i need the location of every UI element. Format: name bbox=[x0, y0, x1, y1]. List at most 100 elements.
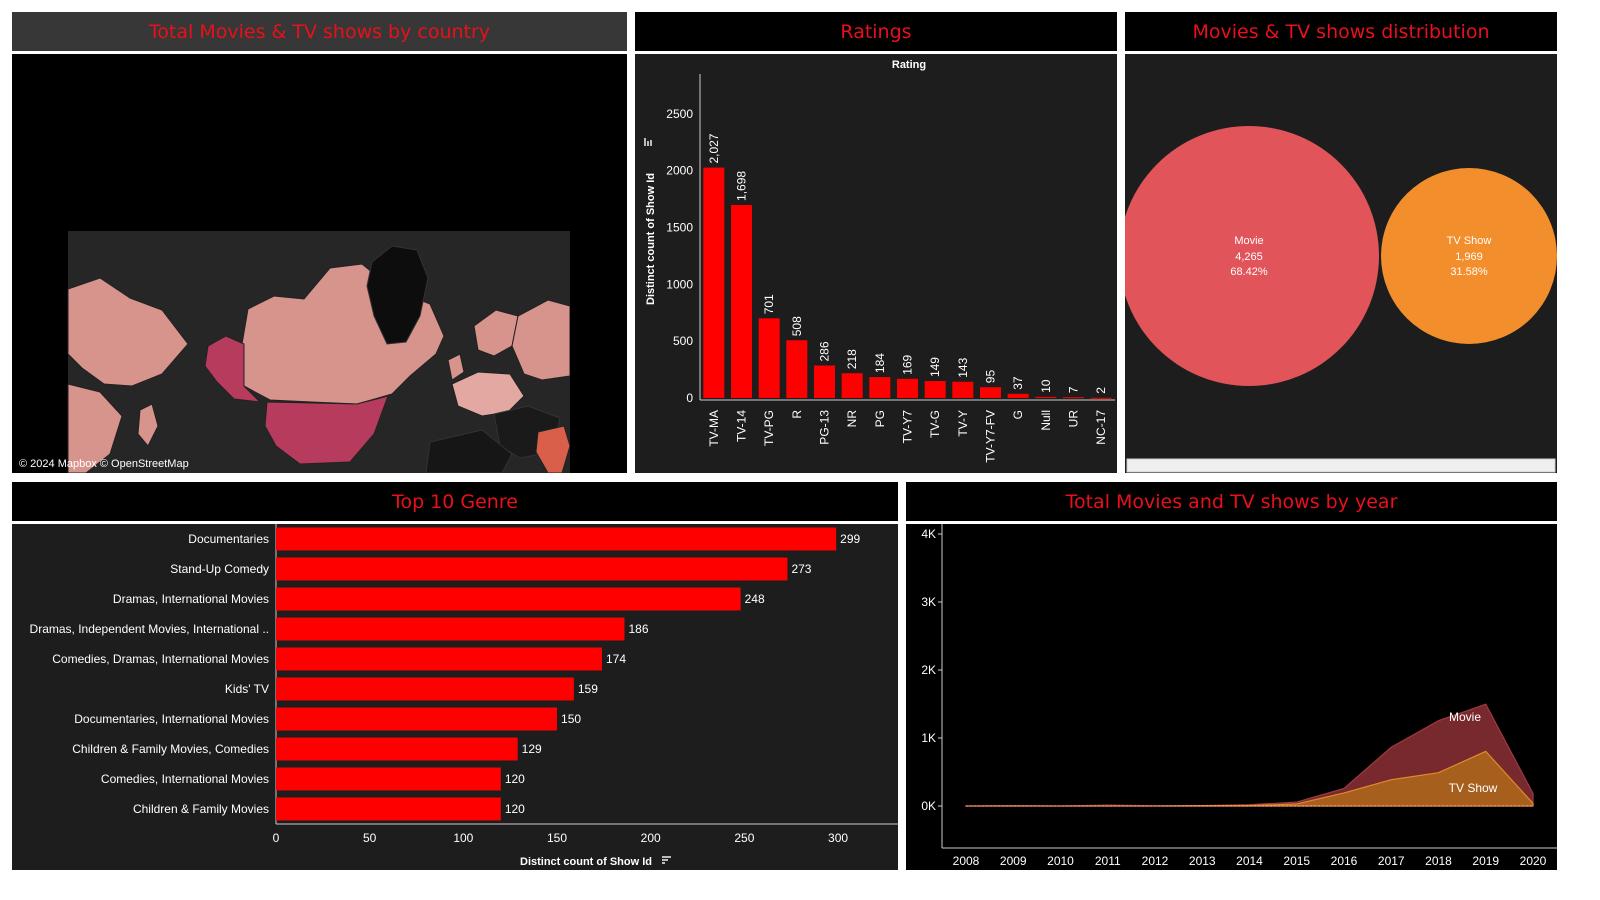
ratings-bar[interactable] bbox=[869, 377, 891, 398]
genre-chart[interactable]: Distinct count of Show Id Documentaries 2… bbox=[12, 524, 898, 870]
ratings-chart-toolbar-icon[interactable] bbox=[644, 138, 652, 146]
ratings-bar[interactable] bbox=[758, 318, 780, 398]
year-label-movie: Movie bbox=[1449, 710, 1481, 724]
genre-category-label: Children & Family Movies bbox=[133, 802, 269, 816]
ratings-bar[interactable] bbox=[897, 378, 918, 398]
ratings-category-label: TV-MA bbox=[707, 410, 721, 447]
bubble-tv-name: TV Show bbox=[1447, 235, 1492, 247]
year-area-tv-show[interactable] bbox=[965, 750, 1534, 807]
map-country-usa bbox=[264, 395, 389, 465]
year-chart[interactable]: 0K 1K 2K 3K 4K Movie TV Show 2008 2009 2010 2011 20… bbox=[906, 524, 1557, 870]
ratings-y-tick-label: 0 bbox=[686, 391, 693, 405]
ratings-category-label: TV-Y7-FV bbox=[984, 410, 998, 463]
year-x-tick-label: 2009 bbox=[1000, 854, 1027, 868]
genre-value-label: 186 bbox=[628, 622, 648, 636]
genre-bar[interactable] bbox=[276, 707, 558, 731]
genre-bar[interactable] bbox=[276, 647, 602, 671]
genre-value-label: 174 bbox=[606, 652, 626, 666]
ratings-value-label: 701 bbox=[762, 294, 776, 314]
ratings-category-label: TV-PG bbox=[762, 410, 776, 446]
map-country-russia-west bbox=[511, 299, 571, 381]
ratings-value-label: 508 bbox=[790, 316, 804, 336]
ratings-category-label: TV-14 bbox=[735, 410, 749, 442]
ratings-panel-title: Ratings bbox=[635, 12, 1117, 51]
map-attribution: © 2024 Mapbox © OpenStreetMap bbox=[19, 458, 189, 470]
genre-value-label: 273 bbox=[791, 562, 811, 576]
ratings-bar[interactable] bbox=[814, 365, 835, 398]
year-panel-title: Total Movies and TV shows by year bbox=[906, 482, 1557, 521]
genre-value-label: 299 bbox=[840, 532, 860, 546]
map-country-africa bbox=[425, 429, 513, 474]
ratings-category-label: R bbox=[790, 410, 804, 419]
ratings-value-label: 169 bbox=[901, 354, 915, 374]
ratings-bar[interactable] bbox=[1007, 393, 1029, 398]
bubble-movie-percent: 68.42% bbox=[1230, 266, 1268, 278]
year-x-tick-label: 2013 bbox=[1189, 854, 1216, 868]
year-x-tick-label: 2015 bbox=[1283, 854, 1310, 868]
ratings-value-label: 10 bbox=[1039, 379, 1053, 393]
genre-bar[interactable] bbox=[276, 587, 741, 611]
ratings-y-tick-label: 1000 bbox=[666, 277, 693, 291]
ratings-chart[interactable]: Rating Distinct count of Show Id 0 500 100… bbox=[635, 54, 1117, 473]
genre-bar[interactable] bbox=[276, 557, 788, 581]
ratings-value-label: 149 bbox=[928, 357, 942, 377]
ratings-value-label: 37 bbox=[1011, 376, 1025, 390]
genre-x-tick-label: 150 bbox=[547, 831, 567, 845]
ratings-value-label: 286 bbox=[818, 341, 832, 361]
ratings-bar[interactable] bbox=[703, 167, 725, 398]
distribution-panel: Movie 4,265 68.42% TV Show 1,969 31.58% bbox=[1119, 54, 1557, 473]
ratings-category-label: PG-13 bbox=[818, 410, 832, 445]
ratings-bar[interactable] bbox=[1035, 396, 1057, 398]
map-country-greenland bbox=[366, 245, 429, 345]
genre-x-tick-label: 200 bbox=[641, 831, 661, 845]
genre-category-label: Kids' TV bbox=[225, 682, 269, 696]
genre-bar[interactable] bbox=[276, 527, 837, 551]
bubble-movie[interactable] bbox=[1119, 126, 1379, 386]
genre-bar[interactable] bbox=[276, 767, 501, 791]
ratings-value-label: 7 bbox=[1067, 386, 1081, 393]
genre-value-label: 159 bbox=[578, 682, 598, 696]
ratings-bar[interactable] bbox=[1090, 397, 1112, 399]
genre-bar[interactable] bbox=[276, 617, 625, 641]
distribution-scrollbar[interactable] bbox=[1126, 458, 1556, 473]
year-y-tick-label: 0K bbox=[921, 799, 936, 813]
map-panel-title: Total Movies & TV shows by country bbox=[12, 12, 627, 51]
year-x-tick-label: 2010 bbox=[1047, 854, 1074, 868]
ratings-bar[interactable] bbox=[980, 387, 1001, 398]
genre-x-tick-label: 250 bbox=[734, 831, 754, 845]
ratings-category-label: NC-17 bbox=[1094, 410, 1108, 445]
ratings-y-axis-label: Distinct count of Show Id bbox=[645, 173, 657, 305]
map-country-europe bbox=[451, 371, 525, 417]
year-y-tick-label: 2K bbox=[921, 663, 936, 677]
ratings-category-label: Null bbox=[1039, 410, 1053, 431]
ratings-bar[interactable] bbox=[924, 381, 946, 398]
ratings-bar[interactable] bbox=[786, 340, 808, 398]
genre-value-label: 120 bbox=[505, 772, 525, 786]
genre-x-tick-label: 0 bbox=[273, 831, 280, 845]
genre-title-text: Top 10 Genre bbox=[392, 490, 518, 513]
ratings-value-label: 218 bbox=[845, 349, 859, 369]
world-map[interactable]: © 2024 Mapbox © OpenStreetMap bbox=[12, 54, 627, 474]
genre-bar[interactable] bbox=[276, 797, 501, 821]
ratings-bar[interactable] bbox=[731, 204, 752, 398]
genre-sort-icon[interactable] bbox=[662, 856, 671, 864]
genre-bar[interactable] bbox=[276, 677, 574, 701]
genre-category-label: Dramas, International Movies bbox=[113, 592, 269, 606]
genre-category-label: Stand-Up Comedy bbox=[170, 562, 269, 576]
ratings-bar[interactable] bbox=[952, 381, 974, 398]
genre-x-tick-label: 300 bbox=[828, 831, 848, 845]
year-x-tick-label: 2008 bbox=[953, 854, 980, 868]
distribution-chart[interactable]: Movie 4,265 68.42% TV Show 1,969 31.58% bbox=[1119, 54, 1557, 473]
ratings-bar[interactable] bbox=[1063, 397, 1084, 399]
bubble-tv-show[interactable] bbox=[1381, 168, 1557, 344]
genre-x-tick-label: 50 bbox=[363, 831, 377, 845]
map-country-alaska bbox=[204, 335, 262, 403]
genre-category-label: Dramas, Independent Movies, Internationa… bbox=[30, 622, 269, 636]
year-x-tick-label: 2020 bbox=[1520, 854, 1547, 868]
ratings-bar[interactable] bbox=[841, 373, 863, 398]
genre-bar[interactable] bbox=[276, 737, 518, 761]
ratings-value-label: 143 bbox=[956, 357, 970, 377]
map-panel[interactable]: © 2024 Mapbox © OpenStreetMap bbox=[12, 54, 627, 474]
year-label-tv-show: TV Show bbox=[1449, 781, 1498, 795]
genre-category-label: Comedies, International Movies bbox=[101, 772, 269, 786]
